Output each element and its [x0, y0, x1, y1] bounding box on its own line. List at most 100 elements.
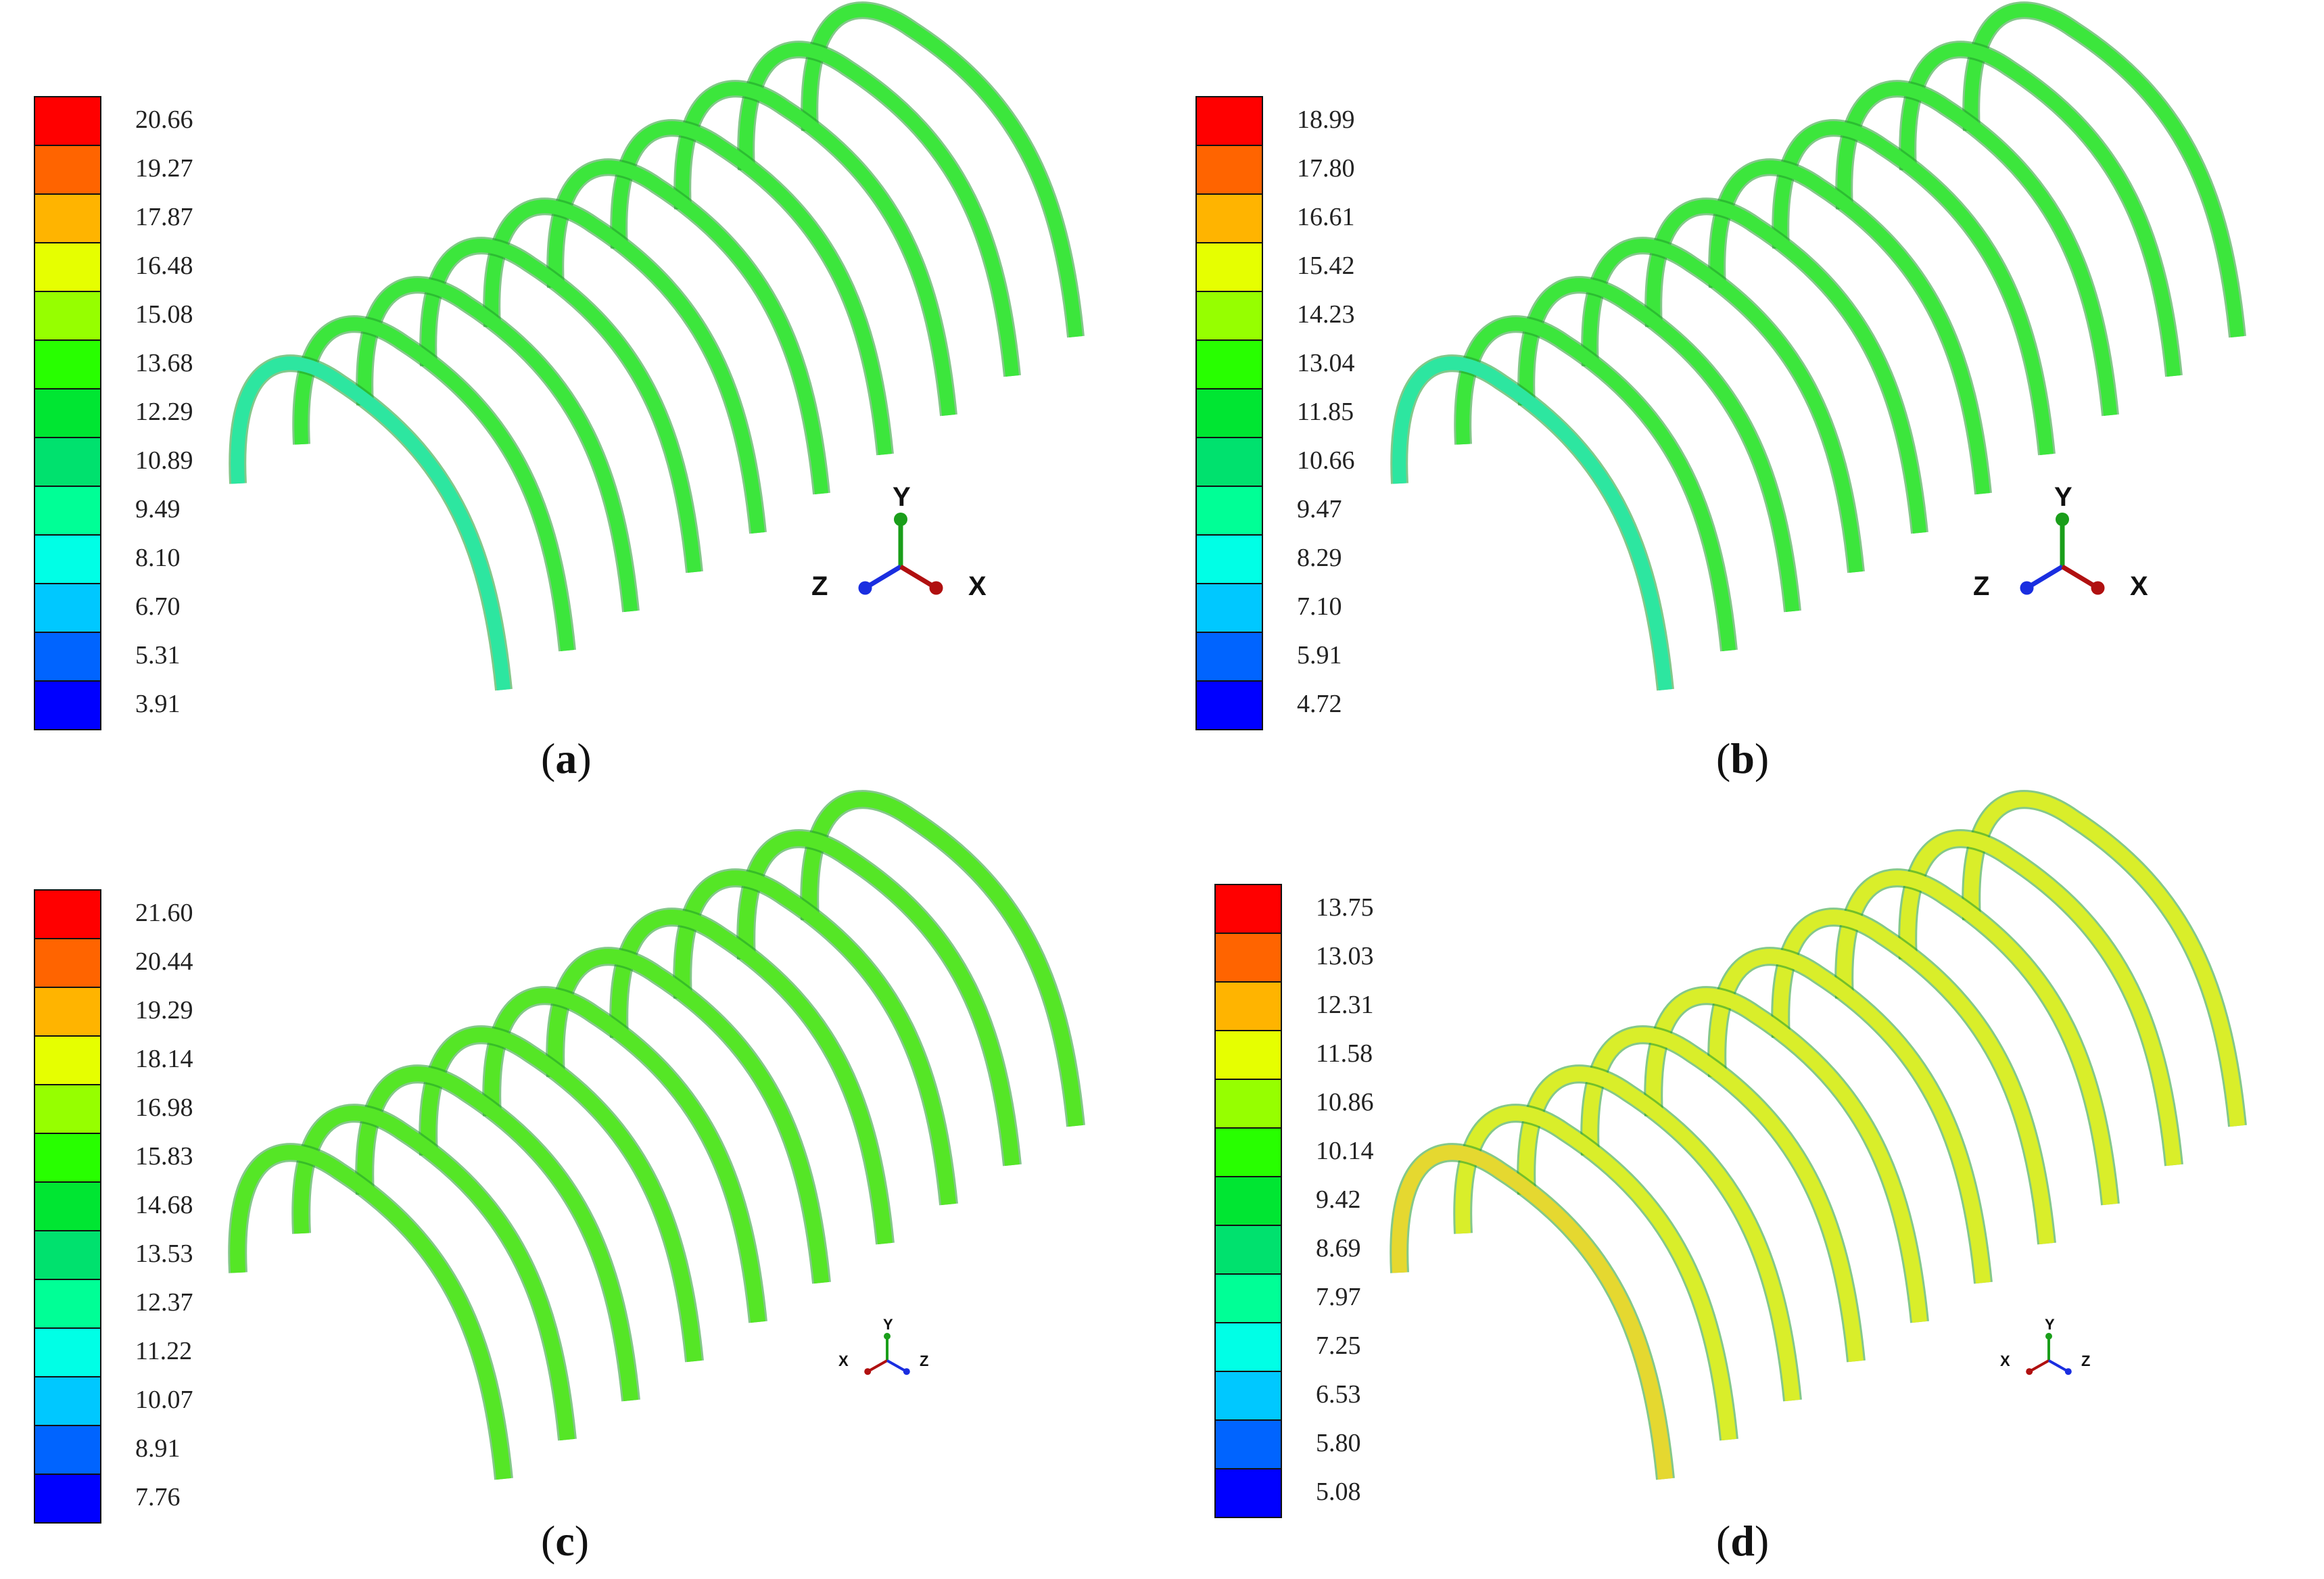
axes-triad: Y Z X: [811, 482, 987, 601]
axis-label: X: [838, 1352, 849, 1369]
legend-swatch: [34, 1084, 101, 1134]
legend-swatch: [34, 145, 101, 195]
legend-tick-label: 5.91: [1297, 641, 1342, 669]
legend-tick-label: 6.70: [135, 592, 181, 621]
legend-swatch: [34, 96, 101, 146]
legend-tick-label: 15.83: [135, 1142, 193, 1171]
legend-tick-label: 5.08: [1316, 1478, 1361, 1506]
legend-swatch: [1214, 1371, 1282, 1421]
arch-member: [1519, 1066, 1800, 1402]
legend-swatch: [1214, 1273, 1282, 1323]
arch-member: [1456, 317, 1736, 651]
legend-tick-label: 10.66: [1297, 446, 1355, 475]
legend-swatch: [1214, 1127, 1282, 1177]
z-axis-arrowhead: [2064, 1368, 2072, 1375]
arch-member: [739, 43, 1019, 377]
y-axis-arrowhead: [894, 513, 907, 526]
arch-member: [231, 356, 511, 690]
legend-tick-label: 15.42: [1297, 252, 1355, 280]
legend-swatch: [1214, 981, 1282, 1031]
legend-swatch: [34, 242, 101, 292]
legend-swatch: [1214, 1030, 1282, 1080]
arch-member: [1837, 82, 2117, 416]
legend-swatch: [34, 583, 101, 633]
arch-member: [802, 792, 1083, 1127]
arches-render: Y X Z: [1390, 790, 2247, 1480]
legend-tick-label: 17.87: [135, 203, 193, 231]
legend-tick-label: 7.25: [1316, 1331, 1361, 1360]
legend-swatch: [34, 680, 101, 730]
legend-swatch: [1214, 1225, 1282, 1275]
arch-member: [484, 988, 765, 1323]
axis-label: Z: [920, 1352, 928, 1369]
x-axis-arrow: [2061, 564, 2100, 590]
legend-swatch: [1195, 534, 1263, 584]
legend-swatch: [34, 1425, 101, 1475]
legend-tick-label: 15.08: [135, 300, 193, 329]
arch-member: [1646, 199, 1926, 534]
legend-tick-label: 9.49: [135, 495, 181, 523]
arch-member: [1646, 988, 1927, 1323]
legend-tick-label: 8.69: [1316, 1234, 1361, 1263]
legend-tick-label: 9.42: [1316, 1185, 1361, 1214]
y-axis-arrowhead: [2056, 513, 2069, 526]
arch-member: [1774, 121, 2054, 455]
arch-member: [421, 239, 701, 573]
arch-member: [1582, 1027, 1864, 1363]
x-axis-arrow: [867, 1359, 888, 1373]
arch-member: [1773, 910, 2054, 1245]
legend-swatch: [34, 938, 101, 988]
arch-member: [1392, 1145, 1673, 1480]
axis-label: Z: [811, 571, 828, 601]
legend-tick-label: 21.60: [135, 899, 193, 927]
arch-member: [675, 82, 955, 416]
arch-member: [485, 199, 765, 534]
arch-member: [1392, 356, 1672, 690]
legend-swatch: [34, 486, 101, 536]
legend-swatch: [34, 388, 101, 438]
legend-tick-label: 8.10: [135, 544, 181, 572]
z-axis-arrow: [863, 564, 902, 590]
legend-swatch: [1214, 1176, 1282, 1226]
legend-tick-label: 3.91: [135, 690, 181, 718]
legend-swatch: [34, 437, 101, 487]
panel-caption: (c): [541, 1517, 590, 1565]
legend-tick-label: 16.61: [1297, 203, 1355, 231]
legend-swatch: [1195, 242, 1263, 292]
x-axis-arrowhead: [929, 581, 943, 595]
panel-caption: (d): [1716, 1517, 1770, 1565]
panel-b: 18.99 17.80 16.61 15.42 14.23 13.04 11.85 10.66…: [1162, 0, 2323, 789]
legend-swatch: [34, 1133, 101, 1183]
arch-member: [230, 1145, 511, 1480]
legend-tick-label: 11.85: [1297, 398, 1354, 426]
arch-member: [357, 1066, 638, 1402]
panel-caption: (b): [1716, 734, 1770, 782]
legend-tick-label: 11.58: [1316, 1039, 1373, 1068]
axis-label: X: [2000, 1352, 2010, 1369]
arch-member: [1519, 278, 1799, 612]
legend-swatch: [34, 1035, 101, 1085]
axis-label: Y: [893, 482, 911, 512]
legend-tick-label: 13.53: [135, 1240, 193, 1268]
legend-swatch: [34, 632, 101, 682]
arches-render: Y X Z: [228, 790, 1085, 1480]
axis-label: Y: [2045, 1316, 2055, 1333]
legend-tick-label: 9.47: [1297, 495, 1342, 523]
x-axis-arrow: [2029, 1359, 2049, 1373]
legend-tick-label: 19.29: [135, 996, 193, 1024]
axis-label: Y: [2054, 482, 2072, 512]
legend-tick-label: 12.37: [135, 1288, 193, 1317]
arches-render: Y Z X: [1390, 1, 2246, 691]
legend-tick-label: 10.14: [1316, 1137, 1374, 1165]
axis-label: Z: [1973, 571, 1989, 601]
legend-tick-label: 18.14: [135, 1045, 193, 1073]
panel-d: 13.75 13.03 12.31 11.58 10.86 10.14 9.42 8.69 7.…: [1162, 789, 2323, 1578]
panel-c: 21.60 20.44 19.29 18.14 16.98 15.83 14.68 13.53…: [0, 789, 1162, 1578]
x-axis-arrowhead: [2091, 581, 2105, 595]
axis-label: Z: [2081, 1352, 2090, 1369]
legend-tick-label: 20.44: [135, 947, 193, 976]
legend-tick-label: 16.98: [135, 1093, 193, 1122]
y-axis-arrowhead: [2045, 1333, 2052, 1340]
legend-tick-label: 19.27: [135, 154, 193, 183]
panel-caption: (a): [541, 734, 592, 782]
